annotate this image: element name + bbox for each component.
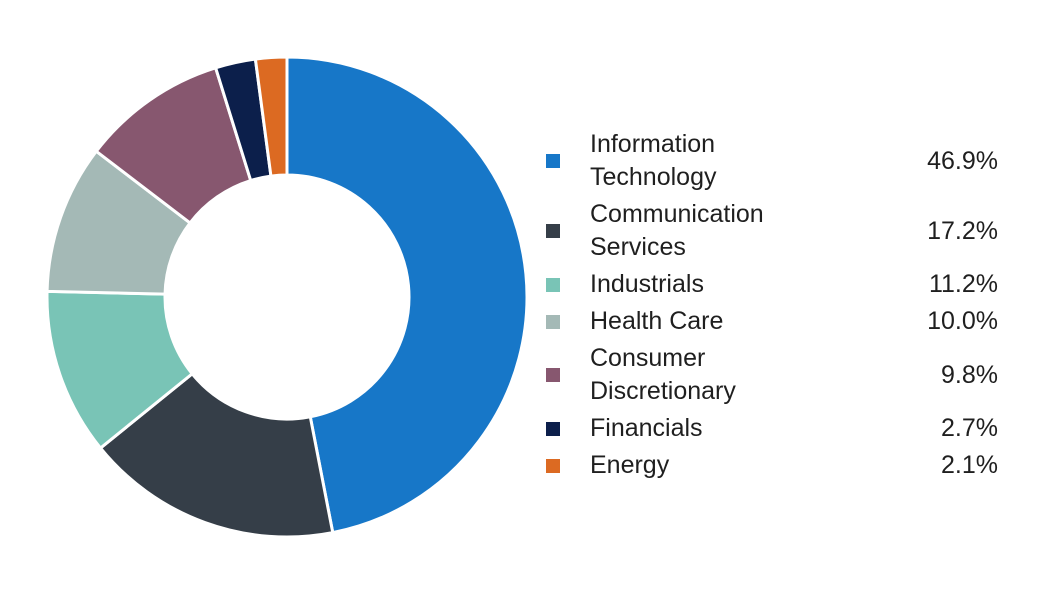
legend-value: 46.9% — [927, 146, 998, 175]
legend-label-line: Technology — [590, 163, 717, 191]
donut-chart — [45, 55, 529, 539]
legend-value: 11.2% — [928, 270, 998, 298]
legend-label-line: Communication — [590, 200, 764, 228]
legend-label: Financials — [590, 412, 888, 445]
legend-label-line: Consumer — [590, 344, 706, 372]
legend-label: Health Care — [590, 305, 888, 338]
legend-value: 17.2% — [927, 216, 998, 245]
legend-label: Information Technology — [590, 128, 888, 194]
slice-energy — [253, 55, 289, 178]
legend-label: Consumer Discretionary — [590, 342, 888, 408]
legend-item-information-technology: Information Technology 46.9% — [540, 126, 1010, 196]
legend-label: Communication Services — [590, 198, 888, 264]
legend-item-consumer-discretionary: Consumer Discretionary 9.8% — [540, 340, 1010, 410]
slice-information-technology — [285, 55, 529, 535]
legend-item-health-care: Health Care 10.0% — [540, 303, 1010, 340]
legend-value: 2.7% — [941, 414, 998, 442]
legend-value: 10.0% — [927, 307, 998, 335]
legend-value: 2.1% — [941, 451, 998, 479]
legend-swatch — [546, 421, 560, 436]
legend-swatch — [546, 368, 560, 382]
legend-label-line: Health Care — [590, 307, 724, 335]
legend-label-line: Information — [590, 130, 716, 158]
legend-label-line: Financials — [590, 414, 703, 442]
legend-label-line: Industrials — [590, 270, 704, 298]
legend-swatch — [546, 314, 560, 329]
legend-label: Energy — [590, 449, 888, 482]
slice-communication-services — [98, 371, 335, 539]
legend-label-line: Discretionary — [590, 377, 736, 405]
legend-swatch — [546, 277, 560, 292]
legend-item-communication-services: Communication Services 17.2% — [540, 196, 1010, 266]
legend-value: 9.8% — [941, 360, 998, 389]
legend-label: Industrials — [590, 268, 888, 301]
legend-item-financials: Financials 2.7% — [540, 410, 1010, 447]
chart-legend: Information Technology 46.9% Communication S… — [540, 126, 1010, 484]
legend-item-energy: Energy 2.1% — [540, 447, 1010, 484]
legend-label-line: Energy — [590, 451, 670, 479]
legend-swatch — [546, 458, 560, 473]
legend-item-industrials: Industrials 11.2% — [540, 266, 1010, 303]
legend-swatch — [546, 154, 560, 168]
legend-swatch — [546, 224, 560, 238]
legend-label-line: Services — [590, 233, 686, 261]
